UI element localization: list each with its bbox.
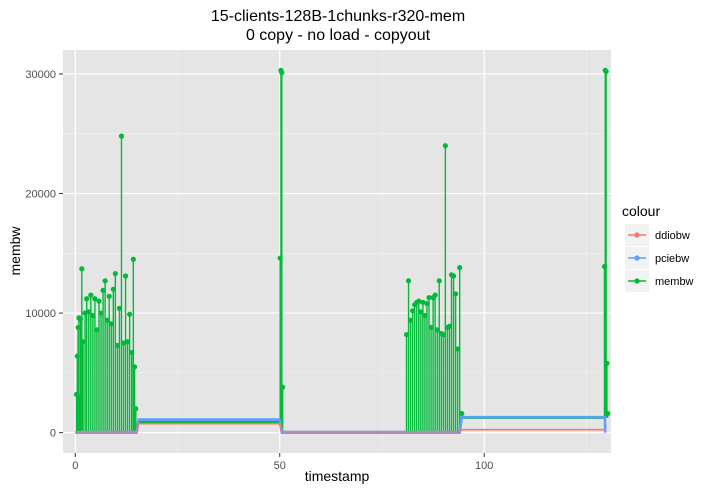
point-membw	[84, 296, 90, 302]
point-membw	[98, 310, 104, 316]
point-membw	[79, 266, 85, 272]
point-membw	[88, 292, 94, 298]
point-membw	[422, 312, 428, 319]
point-membw	[408, 317, 414, 323]
series-membw	[75, 70, 609, 434]
point-membw	[450, 273, 457, 279]
point-membw	[280, 384, 286, 390]
point-membw	[410, 308, 416, 314]
point-membw	[80, 339, 86, 345]
point-membw	[455, 346, 461, 352]
x-axis-title: timestamp	[305, 468, 370, 484]
series-membw-points	[73, 67, 611, 417]
point-membw	[426, 294, 432, 301]
point-membw	[74, 353, 80, 359]
point-membw	[108, 321, 114, 327]
legend-item-ddiobw: ddiobw	[625, 224, 690, 246]
legend: colour ddiobw pciebw membw	[622, 203, 694, 292]
point-membw	[114, 342, 120, 348]
point-membw	[452, 291, 459, 297]
point-membw	[604, 360, 610, 366]
point-membw	[130, 256, 136, 262]
y-tick-label: 30000	[25, 69, 56, 81]
x-tick-label: 50	[274, 460, 286, 472]
legend-title: colour	[622, 203, 660, 219]
legend-key-point	[634, 232, 640, 238]
point-membw	[403, 332, 410, 338]
point-membw	[457, 265, 463, 271]
point-membw	[125, 339, 131, 345]
point-membw	[416, 298, 422, 304]
point-membw	[440, 332, 446, 338]
legend-label: membw	[655, 276, 694, 288]
point-membw	[436, 278, 442, 284]
point-membw	[106, 293, 112, 299]
point-membw	[116, 305, 123, 311]
point-membw	[428, 324, 434, 331]
series-ddiobw-line	[75, 422, 605, 433]
chart-subtitle: 0 copy - no load - copyout	[246, 27, 431, 44]
point-membw	[279, 70, 285, 76]
x-axis: 0 50 100	[72, 453, 493, 472]
point-membw	[605, 410, 611, 417]
point-membw	[405, 278, 412, 284]
point-membw	[122, 273, 129, 279]
point-membw	[102, 278, 108, 284]
y-axis: 0 10000 20000 30000	[25, 69, 63, 440]
point-membw	[90, 312, 96, 319]
y-tick-label: 20000	[25, 189, 56, 201]
point-membw	[77, 394, 83, 400]
y-axis-title: membw	[7, 226, 23, 276]
point-membw	[446, 323, 453, 329]
point-membw	[442, 143, 448, 149]
point-membw	[459, 410, 465, 417]
point-membw	[420, 299, 426, 305]
point-membw	[434, 327, 440, 333]
point-membw	[120, 340, 127, 346]
point-membw	[432, 292, 438, 298]
point-membw	[424, 300, 430, 307]
point-membw	[418, 309, 424, 315]
point-membw	[112, 271, 118, 277]
point-membw	[277, 255, 283, 261]
legend-item-pciebw: pciebw	[625, 247, 689, 269]
point-membw	[131, 364, 138, 370]
point-membw	[110, 286, 116, 292]
legend-label: ddiobw	[655, 230, 690, 242]
legend-label: pciebw	[655, 253, 689, 265]
point-membw	[86, 309, 92, 315]
point-membw	[96, 298, 102, 304]
point-membw	[133, 406, 139, 412]
legend-items: ddiobw pciebw membw	[625, 224, 694, 292]
x-tick-label: 100	[475, 460, 493, 472]
y-tick-label: 0	[50, 428, 56, 440]
plot-panel	[63, 50, 611, 453]
point-membw	[601, 263, 608, 270]
legend-key-point	[634, 255, 640, 261]
point-membw	[77, 316, 84, 322]
point-membw	[92, 296, 98, 302]
point-membw	[129, 349, 135, 356]
chart-title: 15-clients-128B-1chunks-r320-mem	[211, 8, 465, 25]
series-layer	[73, 67, 611, 434]
point-membw	[94, 327, 100, 333]
point-membw	[100, 287, 106, 293]
point-membw	[104, 317, 110, 323]
x-tick-label: 0	[72, 460, 78, 472]
point-membw	[75, 324, 81, 331]
point-membw	[118, 133, 125, 139]
legend-key-point	[634, 278, 640, 284]
y-tick-label: 10000	[25, 308, 56, 320]
point-membw	[603, 68, 609, 75]
legend-item-membw: membw	[625, 270, 694, 292]
point-membw	[127, 311, 133, 317]
grid-minor	[63, 50, 611, 453]
